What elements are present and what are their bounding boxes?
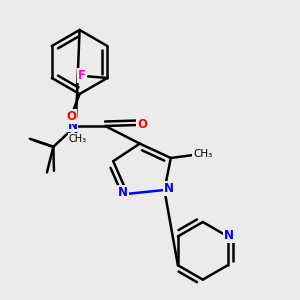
Text: N: N: [68, 118, 77, 131]
Text: O: O: [137, 118, 147, 131]
Text: O: O: [66, 110, 76, 123]
Text: N: N: [118, 186, 128, 199]
Text: N: N: [224, 229, 234, 242]
Text: F: F: [78, 69, 86, 82]
Text: CH₃: CH₃: [69, 134, 87, 144]
Text: CH₃: CH₃: [193, 149, 212, 159]
Text: N: N: [164, 182, 174, 195]
